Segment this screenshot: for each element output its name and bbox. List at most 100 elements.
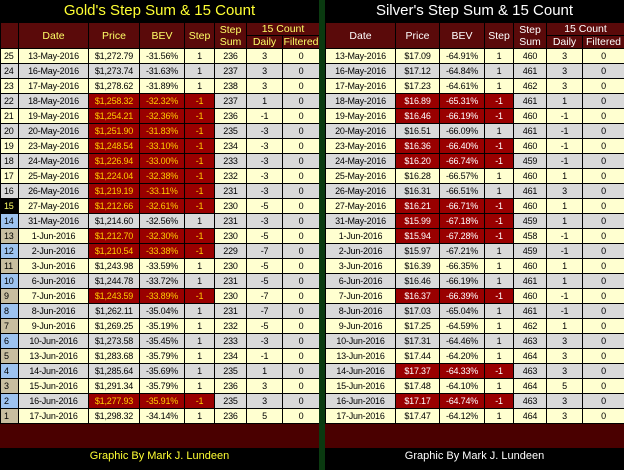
filtered-cell: 0 <box>282 288 320 304</box>
price-cell: $1,248.54 <box>88 138 140 154</box>
daily-cell: 3 <box>546 48 583 64</box>
count-cell: 9 <box>0 288 19 304</box>
filtered-cell: 0 <box>582 123 624 139</box>
bev-cell: -66.57% <box>439 168 485 184</box>
price-cell: $1,278.62 <box>88 78 140 94</box>
step-cell: -1 <box>484 93 514 109</box>
filtered-cell: 0 <box>582 228 624 244</box>
filtered-cell: 0 <box>282 333 320 349</box>
daily-cell: 3 <box>246 393 283 409</box>
filtered-cell: 0 <box>582 108 624 124</box>
date-cell: 2-Jun-2016 <box>325 243 396 259</box>
daily-cell: 3 <box>246 63 283 79</box>
step-cell: 1 <box>484 63 514 79</box>
step-cell: -1 <box>484 153 514 169</box>
daily-cell: 3 <box>546 363 583 379</box>
bev-cell: -31.63% <box>139 63 185 79</box>
step-sum-cell: 461 <box>513 123 547 139</box>
filtered-cell: 0 <box>582 243 624 259</box>
gold-footer: Graphic By Mark J. Lundeen <box>89 450 230 462</box>
bev-cell: -33.89% <box>139 288 185 304</box>
daily-cell: -3 <box>246 123 283 139</box>
daily-cell: -3 <box>246 213 283 229</box>
bev-cell: -64.20% <box>439 348 485 364</box>
price-cell: $1,272.79 <box>88 48 140 64</box>
step-sum-cell: 238 <box>214 78 247 94</box>
count-cell: 4 <box>0 363 19 379</box>
bev-cell: -35.79% <box>139 348 185 364</box>
table-row: 14 31-May-2016 $1,214.60 -32.56% 1 231 -3 0 <box>0 213 320 229</box>
bev-cell: -34.14% <box>139 408 185 424</box>
daily-cell: 1 <box>546 273 583 289</box>
count-cell: 25 <box>0 48 19 64</box>
daily-cell: -1 <box>546 123 583 139</box>
bev-cell: -35.79% <box>139 378 185 394</box>
daily-cell: 3 <box>546 393 583 409</box>
filtered-cell: 0 <box>282 228 320 244</box>
date-cell: 8-Jun-2016 <box>325 303 396 319</box>
daily-cell: 3 <box>546 348 583 364</box>
bev-cell: -35.69% <box>139 363 185 379</box>
step-sum-cell: 461 <box>513 303 547 319</box>
bev-cell: -66.09% <box>439 123 485 139</box>
date-cell: 20-May-2016 <box>325 123 396 139</box>
filtered-cell: 0 <box>282 318 320 334</box>
date-cell: 16-Jun-2016 <box>325 393 396 409</box>
table-row: 25-May-2016 $16.28 -66.57% 1 460 1 0 <box>325 168 624 184</box>
bev-cell: -31.56% <box>139 48 185 64</box>
step-sum-cell: 235 <box>214 123 247 139</box>
daily-cell: 1 <box>546 198 583 214</box>
count-cell: 21 <box>0 108 19 124</box>
date-cell: 13-May-2016 <box>18 48 89 64</box>
date-cell: 15-Jun-2016 <box>325 378 396 394</box>
table-row: 15 27-May-2016 $1,212.66 -32.61% -1 230 -5 0 <box>0 198 320 214</box>
filtered-cell: 0 <box>282 63 320 79</box>
table-row: 6 10-Jun-2016 $1,273.58 -35.45% 1 233 -3 0 <box>0 333 320 349</box>
count-cell: 18 <box>0 153 19 169</box>
count-cell: 19 <box>0 138 19 154</box>
step-sum-cell: 460 <box>513 288 547 304</box>
gold-bottom-band <box>0 424 319 448</box>
table-row: 20-May-2016 $16.51 -66.09% 1 461 -1 0 <box>325 123 624 139</box>
step-cell: 1 <box>484 408 514 424</box>
price-cell: $16.39 <box>395 258 440 274</box>
step-cell: 1 <box>184 63 215 79</box>
table-row: 13-May-2016 $17.09 -64.91% 1 460 3 0 <box>325 48 624 64</box>
daily-cell: -1 <box>546 303 583 319</box>
date-cell: 9-Jun-2016 <box>18 318 89 334</box>
bev-cell: -66.39% <box>439 288 485 304</box>
step-cell: -1 <box>184 153 215 169</box>
date-header: Date <box>325 22 396 49</box>
date-cell: 7-Jun-2016 <box>325 288 396 304</box>
bev-cell: -66.74% <box>439 153 485 169</box>
daily-cell: 3 <box>546 63 583 79</box>
filtered-cell: 0 <box>582 93 624 109</box>
step-sum-cell: 233 <box>214 333 247 349</box>
step-cell: -1 <box>484 198 514 214</box>
table-row: 2-Jun-2016 $15.97 -67.21% 1 459 -1 0 <box>325 243 624 259</box>
count-cell: 2 <box>0 393 19 409</box>
step-cell: 1 <box>484 183 514 199</box>
price-cell: $17.09 <box>395 48 440 64</box>
daily-cell: -7 <box>246 288 283 304</box>
filtered-cell: 0 <box>582 273 624 289</box>
filtered-header: Filtered <box>582 35 624 49</box>
table-row: 5 13-Jun-2016 $1,283.68 -35.79% 1 234 -1 0 <box>0 348 320 364</box>
filtered-cell: 0 <box>582 393 624 409</box>
table-row: 19-May-2016 $16.46 -66.19% -1 460 -1 0 <box>325 108 624 124</box>
table-row: 20 20-May-2016 $1,251.90 -31.83% -1 235 -3 0 <box>0 123 320 139</box>
step-cell: 1 <box>184 213 215 229</box>
daily-cell: -7 <box>246 303 283 319</box>
count-cell: 22 <box>0 93 19 109</box>
step-header: Step <box>484 22 514 49</box>
price-cell: $1,277.93 <box>88 393 140 409</box>
step-cell: -1 <box>484 138 514 154</box>
step-sum-cell: 230 <box>214 228 247 244</box>
price-cell: $1,273.74 <box>88 63 140 79</box>
table-row: 6-Jun-2016 $16.46 -66.19% 1 461 1 0 <box>325 273 624 289</box>
date-cell: 26-May-2016 <box>18 183 89 199</box>
bev-cell: -64.61% <box>439 78 485 94</box>
daily-cell: -1 <box>246 348 283 364</box>
daily-cell: -3 <box>246 138 283 154</box>
daily-cell: -1 <box>546 108 583 124</box>
